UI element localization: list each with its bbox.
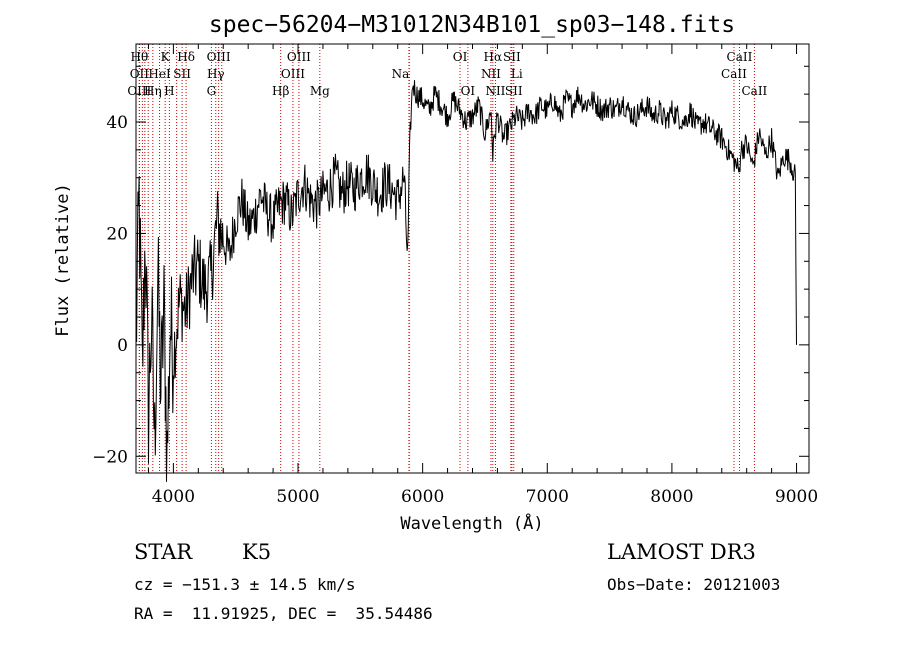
spectral-line-label: Na — [392, 67, 410, 81]
spectral-line-label: HeI — [148, 67, 171, 81]
spectral-line-label: Li — [511, 67, 523, 81]
spectral-line-label: CaII — [721, 67, 747, 81]
axis-ticks — [136, 44, 809, 473]
spectral-line-label: H — [164, 84, 174, 98]
observation-date: Obs−Date: 20121003 — [607, 575, 781, 594]
spectral-line-label: K — [161, 50, 171, 64]
spectral-line-label: Hβ — [272, 84, 289, 98]
x-tick-label: 6000 — [401, 487, 444, 507]
spectral-line-label: Mg — [310, 84, 330, 98]
spectral-line-label: OII — [130, 67, 150, 81]
y-tick-label: 20 — [106, 224, 128, 244]
y-tick-labels: −20 0 20 40 — [92, 113, 128, 467]
spectral-line-label: OI — [461, 84, 476, 98]
spectral-line-label: OIII — [281, 67, 305, 81]
chart-title: spec−56204−M31012N34B101_sp03−148.fits — [209, 12, 735, 38]
spectral-line-label: OI — [453, 50, 468, 64]
coordinates-readout: RA = 11.91925, DEC = 35.54486 — [134, 604, 433, 623]
spectral-line-label: Hθ — [131, 50, 149, 64]
x-axis-label: Wavelength (Å) — [400, 512, 543, 534]
x-tick-label: 7000 — [526, 487, 569, 507]
y-tick-label: 0 — [117, 336, 128, 356]
x-tick-label: 5000 — [276, 487, 319, 507]
spectral-line-label: G — [207, 84, 217, 98]
y-tick-label: −20 — [92, 447, 128, 467]
spectral-line-label: Hγ — [207, 67, 225, 81]
spectral-line-label: NII — [481, 67, 501, 81]
spectral-line-label: SII — [173, 67, 191, 81]
spectral-line-label: OIII — [287, 50, 311, 64]
spectral-line-label: OIII — [207, 50, 231, 64]
spectral-line-label: CaII — [741, 84, 767, 98]
spectral-line-label: Hδ — [177, 50, 195, 64]
spectral-line-label: CaII — [727, 50, 753, 64]
y-tick-label: 40 — [106, 113, 128, 133]
spectral-line-label: SII — [503, 50, 521, 64]
spectral-line-label: Hα — [484, 50, 503, 64]
survey-name: LAMOST DR3 — [607, 540, 756, 564]
y-axis-label: Flux (relative) — [53, 183, 73, 337]
spectrum-series — [135, 80, 797, 482]
spectral-line-markers — [138, 44, 755, 473]
x-tick-label: 9000 — [775, 487, 818, 507]
object-class: STAR — [134, 540, 193, 564]
x-tick-label: 4000 — [152, 487, 195, 507]
plot-frame — [135, 43, 810, 474]
spectral-line-label: SII — [505, 84, 523, 98]
spectrum-line — [135, 80, 797, 482]
x-tick-label: 8000 — [650, 487, 693, 507]
spectral-line-label: Hη — [144, 84, 162, 98]
x-tick-labels: 4000 5000 6000 7000 8000 9000 — [152, 487, 818, 507]
object-subclass: K5 — [242, 540, 272, 564]
velocity-readout: cz = −151.3 ± 14.5 km/s — [134, 575, 356, 594]
spectral-line-label: OIII — [127, 84, 151, 98]
spectral-line-label: NII — [485, 84, 505, 98]
